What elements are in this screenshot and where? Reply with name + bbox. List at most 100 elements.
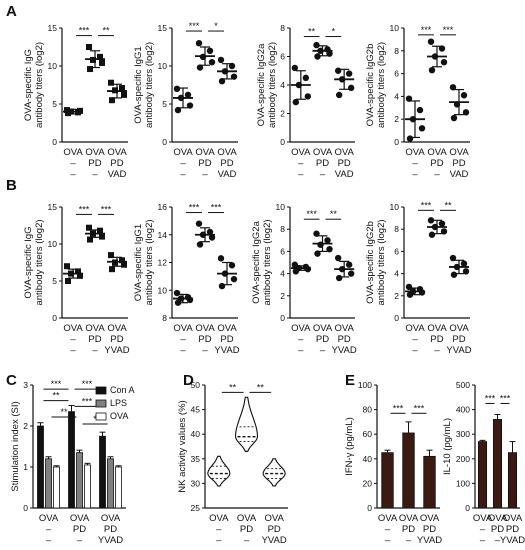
data-point-A2 [206,47,214,54]
data-point-A3 [347,84,355,92]
data-point-B4 [428,231,436,238]
significance-label-A4: *** [421,25,432,35]
significance-label-E1: *** [414,403,425,413]
x-category-label-A2: VAD [218,169,237,180]
significance-label-E1: *** [393,403,404,413]
x-category-label-B2: OVA [173,323,193,334]
x-category-label-A1: VAD [108,169,127,180]
data-point-A2 [208,59,216,66]
bar-C [99,435,106,509]
bar-E2 [477,441,488,509]
x-category-label-E2: OVA [473,513,493,524]
x-category-label-A3: – [320,169,326,180]
chart-A1: 0 5 10 15 OVA-specific IgG antibody titers (l… [23,23,128,180]
data-point-A1 [86,44,92,50]
significance-label-C: ** [60,407,68,417]
x-category-label-A4: VAD [450,169,469,180]
data-point-A3 [326,50,333,57]
y-axis-title-B2: OVA-specific IgG1 [133,224,144,301]
x-category-label-A2: PD [198,158,211,169]
violin-D [262,458,286,487]
significance-label-B2: *** [211,203,222,213]
data-point-A4 [405,95,413,102]
y-tick-label-E1: 0 [367,503,372,513]
data-point-B4 [462,268,470,275]
data-point-B4 [449,254,457,262]
y-tick-label-B4: 2 [394,291,399,301]
significance-label-D: ** [257,382,265,392]
data-point-B4 [460,260,468,267]
x-category-label-A4: OVA [405,147,425,158]
bar-C [68,411,75,509]
data-point-A1 [99,59,105,66]
y-tick-label-B3: 0 [280,313,285,323]
x-category-label-B4: OVA [427,323,447,334]
y-tick-label-A4: 10 [390,23,400,33]
y-axis-title-B3: antibody titers (log2) [262,219,273,305]
y-tick-label-E2: 100 [456,478,470,488]
data-point-A4 [406,135,414,142]
x-category-label-D: – [216,535,222,546]
y-axis-title-A3: OVA-specific IgG2a [256,43,267,126]
legend-label-C: OVA [110,411,128,421]
y-tick-label-C: 2 [23,421,28,431]
y-tick-label-E1: 100 [358,380,372,390]
y-axis-title-E1: IFN-γ (pg/mL) [344,417,355,476]
data-point-B3 [347,270,355,277]
y-tick-label-B3: 10 [276,202,286,212]
x-category-label-A1: OVA [85,147,105,158]
data-point-A1 [97,53,103,60]
data-point-A2 [217,56,225,64]
x-category-label-B1: PD [88,334,101,345]
significance-label-A1: *** [79,26,90,36]
significance-label-B1: *** [101,204,112,214]
x-category-label-B3: – [320,345,326,356]
y-tick-label-A3: 4 [280,80,285,90]
x-category-label-E2: OVA [503,513,523,524]
y-tick-label-D: 35 [191,454,201,464]
significance-label-D: ** [229,382,237,392]
data-point-B1 [97,227,103,234]
data-point-B2 [196,241,204,248]
data-point-A1 [65,110,71,117]
x-category-label-B2: – [180,334,186,345]
y-tick-label-A4: 0 [394,137,399,147]
y-tick-label-E2: 400 [456,405,470,415]
x-category-label-B1: OVA [63,323,83,334]
y-tick-label-B1: 0 [52,313,57,323]
data-point-B3 [345,261,353,268]
x-category-label-A2: OVA [217,147,237,158]
x-category-label-D: – [216,524,222,535]
x-category-label-A4: PD [452,158,465,169]
x-category-label-A4: – [412,169,418,180]
x-category-label-B2: OVA [217,323,237,334]
x-category-label-E1: – [406,535,412,546]
bar-E1 [423,455,436,509]
y-tick-label-B1: 10 [48,239,58,249]
chart-A3: 0 2 4 6 8 OVA-specific IgG2a antibody titers (… [256,23,355,180]
data-point-B1 [108,252,114,259]
panel-letter-a: A [6,3,17,20]
x-category-label-B2: OVA [195,323,215,334]
data-point-A4 [438,45,446,52]
data-point-A3 [292,98,300,106]
data-point-A2 [173,85,181,93]
x-category-label-B2: PD [220,334,233,345]
x-category-label-A3: OVA [313,147,333,158]
y-tick-label-B3: 2 [280,291,285,301]
bar-C [84,464,91,509]
significance-label-A2: *** [189,21,200,31]
y-axis-title-A2: OVA-specific IgG1 [133,46,144,123]
data-point-A2 [218,78,226,85]
y-tick-label-B3: 6 [280,246,285,256]
panel-letter-d: D [183,372,194,389]
y-tick-label-B2: 10 [158,285,168,295]
x-category-label-E2: – [495,535,501,546]
data-point-A3 [313,41,320,49]
x-category-label-B2: – [180,345,186,356]
chart-A2: 0 5 10 15 OVA-specific IgG1 antibody titers (… [133,21,238,180]
violin-D [234,396,259,452]
x-category-label-A2: – [180,169,186,180]
y-tick-label-B4: 4 [394,269,399,279]
